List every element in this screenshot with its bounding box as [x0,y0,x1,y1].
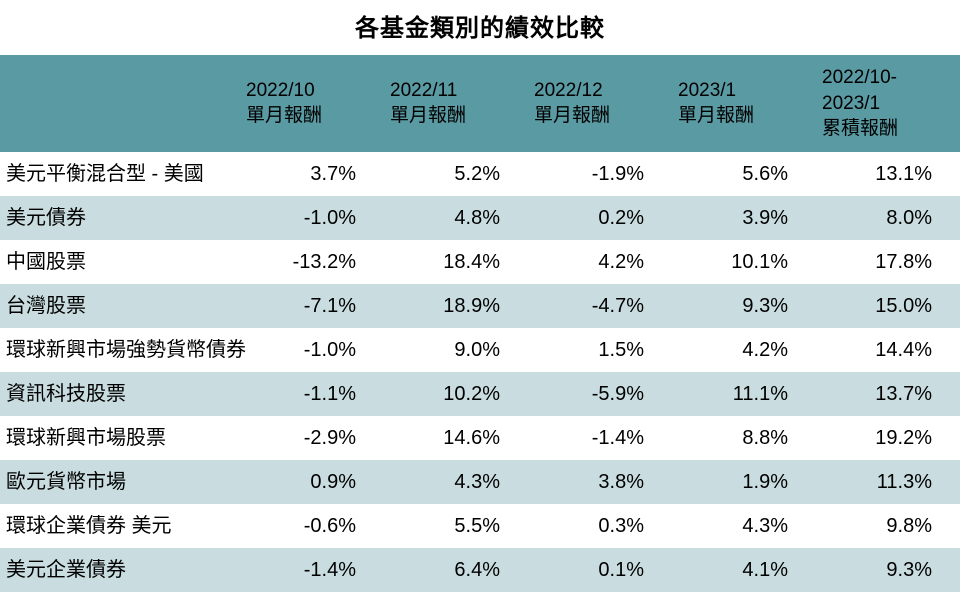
cell-value: 18.9% [384,284,528,328]
cell-value: 4.2% [672,328,816,372]
cell-value: 4.1% [672,548,816,592]
cell-value: 0.2% [528,196,672,240]
cell-value: 1.5% [528,328,672,372]
cell-value: 0.1% [528,548,672,592]
cell-category: 環球新興市場股票 [0,416,240,460]
col-header-2022-12: 2022/12 單月報酬 [528,55,672,152]
cell-value: -1.4% [240,548,384,592]
col-header-2022-10: 2022/10 單月報酬 [240,55,384,152]
cell-value: 19.2% [816,416,960,460]
cell-value: 3.8% [528,460,672,504]
cell-value: 4.3% [672,504,816,548]
table-row: 美元平衡混合型 - 美國 3.7% 5.2% -1.9% 5.6% 13.1% [0,152,960,196]
cell-value: 8.0% [816,196,960,240]
cell-value: 5.2% [384,152,528,196]
cell-value: 9.3% [816,548,960,592]
cell-value: 6.4% [384,548,528,592]
cell-value: 5.6% [672,152,816,196]
cell-value: 13.7% [816,372,960,416]
table-body: 美元平衡混合型 - 美國 3.7% 5.2% -1.9% 5.6% 13.1% … [0,152,960,592]
cell-value: 9.8% [816,504,960,548]
cell-value: 4.2% [528,240,672,284]
cell-value: 11.1% [672,372,816,416]
table-container: 各基金類別的績效比較 2022/10 單月報酬 2022/11 單月報酬 202… [0,0,960,592]
cell-category: 美元企業債券 [0,548,240,592]
cell-value: -13.2% [240,240,384,284]
cell-value: 3.7% [240,152,384,196]
cell-category: 環球新興市場強勢貨幣債券 [0,328,240,372]
cell-category: 中國股票 [0,240,240,284]
table-row: 美元債券 -1.0% 4.8% 0.2% 3.9% 8.0% [0,196,960,240]
table-row: 環球企業債券 美元 -0.6% 5.5% 0.3% 4.3% 9.8% [0,504,960,548]
table-row: 美元企業債券 -1.4% 6.4% 0.1% 4.1% 9.3% [0,548,960,592]
cell-value: 0.3% [528,504,672,548]
cell-value: -1.0% [240,196,384,240]
cell-value: -0.6% [240,504,384,548]
cell-value: 3.9% [672,196,816,240]
table-row: 歐元貨幣市場 0.9% 4.3% 3.8% 1.9% 11.3% [0,460,960,504]
cell-value: 8.8% [672,416,816,460]
cell-category: 美元債券 [0,196,240,240]
cell-value: 14.4% [816,328,960,372]
cell-value: 1.9% [672,460,816,504]
performance-table: 2022/10 單月報酬 2022/11 單月報酬 2022/12 單月報酬 2… [0,55,960,592]
cell-category: 環球企業債券 美元 [0,504,240,548]
cell-value: 4.8% [384,196,528,240]
cell-value: 13.1% [816,152,960,196]
cell-value: -1.4% [528,416,672,460]
cell-value: -2.9% [240,416,384,460]
cell-value: 17.8% [816,240,960,284]
cell-category: 美元平衡混合型 - 美國 [0,152,240,196]
cell-value: 4.3% [384,460,528,504]
cell-value: 10.1% [672,240,816,284]
cell-value: -1.9% [528,152,672,196]
cell-value: -4.7% [528,284,672,328]
cell-value: 10.2% [384,372,528,416]
cell-value: 5.5% [384,504,528,548]
cell-value: 9.3% [672,284,816,328]
cell-value: 14.6% [384,416,528,460]
cell-value: 0.9% [240,460,384,504]
col-header-2023-1: 2023/1 單月報酬 [672,55,816,152]
cell-value: 11.3% [816,460,960,504]
cell-value: -5.9% [528,372,672,416]
cell-value: -7.1% [240,284,384,328]
cell-value: 18.4% [384,240,528,284]
table-row: 環球新興市場強勢貨幣債券 -1.0% 9.0% 1.5% 4.2% 14.4% [0,328,960,372]
table-row: 台灣股票 -7.1% 18.9% -4.7% 9.3% 15.0% [0,284,960,328]
col-header-2022-11: 2022/11 單月報酬 [384,55,528,152]
cell-value: -1.0% [240,328,384,372]
cell-category: 台灣股票 [0,284,240,328]
cell-category: 歐元貨幣市場 [0,460,240,504]
cell-value: -1.1% [240,372,384,416]
col-header-cumulative: 2022/10- 2023/1 累積報酬 [816,55,960,152]
table-row: 中國股票 -13.2% 18.4% 4.2% 10.1% 17.8% [0,240,960,284]
cell-value: 9.0% [384,328,528,372]
cell-category: 資訊科技股票 [0,372,240,416]
table-header-row: 2022/10 單月報酬 2022/11 單月報酬 2022/12 單月報酬 2… [0,55,960,152]
cell-value: 15.0% [816,284,960,328]
table-title: 各基金類別的績效比較 [0,8,960,43]
col-header-category [0,55,240,152]
table-row: 資訊科技股票 -1.1% 10.2% -5.9% 11.1% 13.7% [0,372,960,416]
table-row: 環球新興市場股票 -2.9% 14.6% -1.4% 8.8% 19.2% [0,416,960,460]
